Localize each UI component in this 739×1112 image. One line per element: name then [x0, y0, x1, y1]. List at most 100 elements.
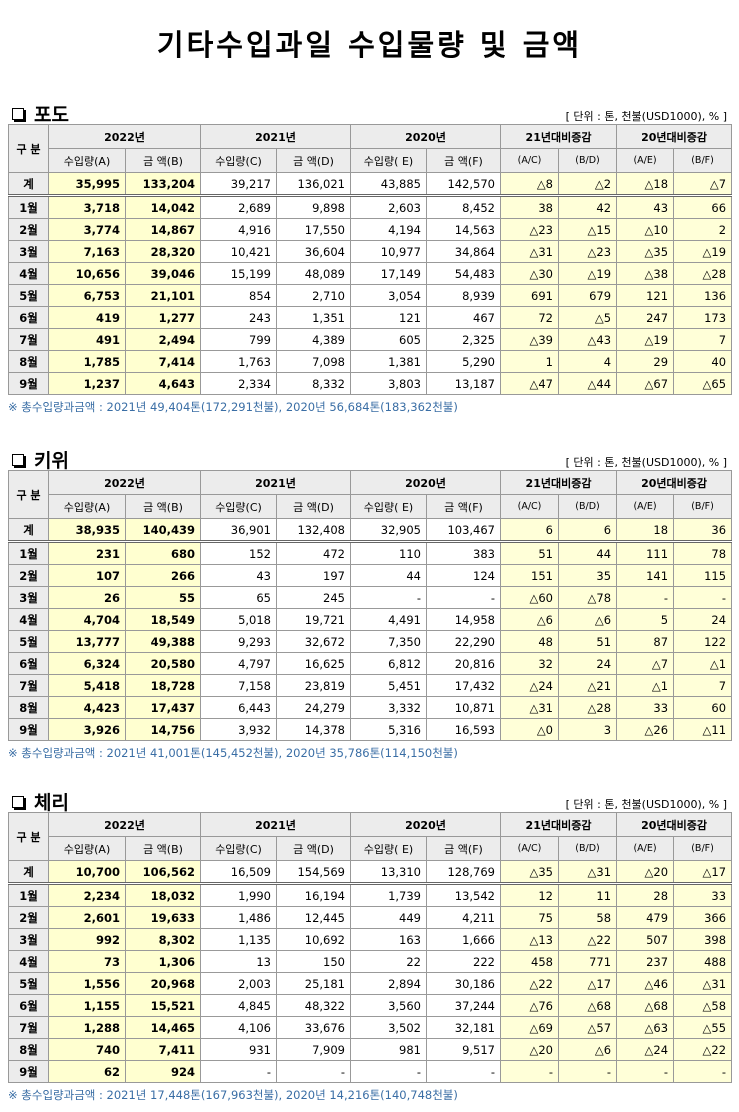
header-cell: 수입량(C)	[200, 494, 277, 519]
row-label: 계	[8, 860, 49, 885]
data-row: 4월 10,656 39,046 15,199 48,089 17,149 54,483 △3…	[8, 262, 733, 285]
data-row: 6월 1,155 15,521 4,845 48,322 3,560 37,244 △76 △6…	[8, 994, 733, 1017]
row-label: 5월	[8, 972, 49, 995]
cell: △5	[557, 306, 618, 329]
cell: 6,812	[350, 652, 427, 675]
row-label: 4월	[8, 950, 49, 973]
cell: -	[426, 1060, 501, 1083]
cell: 5,018	[200, 608, 277, 631]
header-cell: (A/E)	[616, 836, 675, 861]
cell: 10,656	[48, 262, 126, 285]
cell: 245	[276, 586, 351, 609]
cell: △65	[673, 372, 733, 395]
cell: 12	[500, 883, 559, 907]
cell: △19	[557, 262, 618, 285]
cell: △0	[500, 718, 559, 741]
cell: △35	[616, 240, 675, 263]
cell: △20	[616, 860, 675, 885]
cell: △13	[500, 928, 559, 951]
cell: -	[350, 1060, 427, 1083]
cell: 1,288	[48, 1016, 126, 1039]
data-row: 계 35,995 133,204 39,217 136,021 43,885 142,570…	[8, 172, 733, 197]
cell: -	[500, 1060, 559, 1083]
cell: 32,672	[276, 630, 351, 653]
header-cell: 21년대비증감	[499, 124, 618, 149]
cell: △8	[500, 172, 559, 197]
cell: 20,968	[125, 972, 201, 995]
cell: 38,935	[48, 518, 126, 543]
section-title: 체리	[34, 792, 69, 814]
cell: △47	[500, 372, 559, 395]
cell: 13,777	[48, 630, 126, 653]
cell: 43	[200, 564, 277, 587]
header-cell: 구 분	[8, 812, 49, 861]
cell: △44	[557, 372, 618, 395]
cell: △19	[616, 328, 675, 351]
cell: △22	[673, 1038, 733, 1061]
cell: 5,451	[350, 674, 427, 697]
cell: 4,106	[200, 1016, 277, 1039]
cell: 4,194	[350, 218, 427, 241]
data-row: 1월 3,718 14,042 2,689 9,898 2,603 8,452 38 42 43 6…	[8, 195, 733, 219]
cell: 8,302	[125, 928, 201, 951]
cell: 4,389	[276, 328, 351, 351]
cell: 12,445	[276, 906, 351, 929]
cell: 48,089	[276, 262, 351, 285]
cell: △30	[500, 262, 559, 285]
cell: 26	[48, 586, 126, 609]
cell: 981	[350, 1038, 427, 1061]
cell: △17	[557, 972, 618, 995]
cell: 14,958	[426, 608, 501, 631]
cell: △67	[616, 372, 675, 395]
cell: 13,187	[426, 372, 501, 395]
cell: △78	[557, 586, 618, 609]
cell: 5,290	[426, 350, 501, 373]
cell: 1,306	[125, 950, 201, 973]
data-row: 6월 419 1,277 243 1,351 121 467 72 △5 247 173	[8, 306, 733, 329]
cell: 7,909	[276, 1038, 351, 1061]
cell: 20,816	[426, 652, 501, 675]
cell: -	[350, 586, 427, 609]
cell: 472	[276, 541, 351, 565]
cell: 124	[426, 564, 501, 587]
cell: 7	[673, 328, 733, 351]
cell: 51	[500, 541, 559, 565]
cell: 3,054	[350, 284, 427, 307]
row-label: 3월	[8, 240, 49, 263]
cell: 75	[500, 906, 559, 929]
section: 체리[ 단위 : 톤, 천불(USD1000), % ] 구 분 2022년 2021…	[8, 792, 733, 1103]
cell: -	[673, 586, 733, 609]
cell: 163	[350, 928, 427, 951]
cell: 20,580	[125, 652, 201, 675]
row-label: 1월	[8, 541, 49, 565]
cell: 1,990	[200, 883, 277, 907]
cell: △58	[673, 994, 733, 1017]
data-row: 4월 73 1,306 13 150 22 222 458 771 237 488	[8, 950, 733, 973]
cell: 2,325	[426, 328, 501, 351]
cell: 7,411	[125, 1038, 201, 1061]
cell: 66	[673, 195, 733, 219]
cell: 9,517	[426, 1038, 501, 1061]
cell: △6	[557, 1038, 618, 1061]
cell: 43	[616, 195, 675, 219]
cell: -	[673, 1060, 733, 1083]
cell: △60	[500, 586, 559, 609]
header-cell: 2020년	[350, 124, 501, 149]
cell: 8,452	[426, 195, 501, 219]
cell: 3,932	[200, 718, 277, 741]
cell: 48	[500, 630, 559, 653]
cell: 197	[276, 564, 351, 587]
row-label: 5월	[8, 284, 49, 307]
cell: 39,217	[200, 172, 277, 197]
cell: 11	[557, 883, 618, 907]
header-cell: 20년대비증감	[616, 812, 733, 837]
cell: 6	[500, 518, 559, 543]
row-label: 9월	[8, 718, 49, 741]
header-row: 수입량(A) 금 액(B) 수입량(C) 금 액(D) 수입량( E) 금 액(F) (A/…	[9, 836, 733, 861]
cell: 4,423	[48, 696, 126, 719]
cell: △31	[557, 860, 618, 885]
cell: 6,443	[200, 696, 277, 719]
cell: 58	[557, 906, 618, 929]
cell: 141	[616, 564, 675, 587]
row-label: 계	[8, 172, 49, 197]
